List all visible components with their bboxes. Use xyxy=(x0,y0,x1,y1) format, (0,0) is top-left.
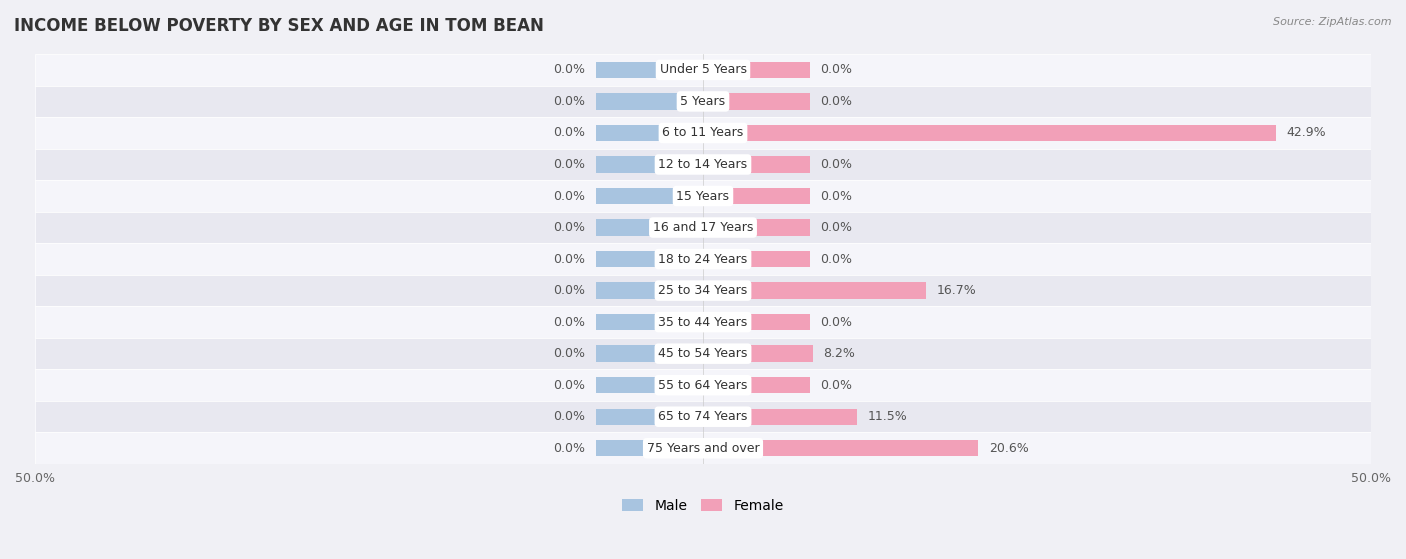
Bar xyxy=(703,440,979,457)
Bar xyxy=(35,338,1371,369)
Bar xyxy=(35,369,1371,401)
Text: Source: ZipAtlas.com: Source: ZipAtlas.com xyxy=(1274,17,1392,27)
Text: 8.2%: 8.2% xyxy=(824,347,855,360)
Bar xyxy=(596,345,703,362)
Text: 0.0%: 0.0% xyxy=(554,253,585,266)
Text: 0.0%: 0.0% xyxy=(554,63,585,77)
Bar xyxy=(703,314,810,330)
Text: INCOME BELOW POVERTY BY SEX AND AGE IN TOM BEAN: INCOME BELOW POVERTY BY SEX AND AGE IN T… xyxy=(14,17,544,35)
Bar xyxy=(35,306,1371,338)
Text: 0.0%: 0.0% xyxy=(554,378,585,392)
Bar xyxy=(596,157,703,173)
Text: 12 to 14 Years: 12 to 14 Years xyxy=(658,158,748,171)
Text: 0.0%: 0.0% xyxy=(554,221,585,234)
Bar xyxy=(596,377,703,394)
Text: 0.0%: 0.0% xyxy=(554,95,585,108)
Bar xyxy=(35,212,1371,243)
Bar xyxy=(596,314,703,330)
Bar xyxy=(596,125,703,141)
Bar xyxy=(703,377,810,394)
Bar xyxy=(703,188,810,204)
Text: 0.0%: 0.0% xyxy=(821,316,852,329)
Text: 0.0%: 0.0% xyxy=(821,253,852,266)
Bar xyxy=(703,93,810,110)
Text: 20.6%: 20.6% xyxy=(988,442,1029,455)
Text: 16.7%: 16.7% xyxy=(936,284,977,297)
Bar xyxy=(703,282,927,299)
Text: 0.0%: 0.0% xyxy=(554,126,585,139)
Text: 65 to 74 Years: 65 to 74 Years xyxy=(658,410,748,423)
Bar xyxy=(596,440,703,457)
Text: 75 Years and over: 75 Years and over xyxy=(647,442,759,455)
Text: 0.0%: 0.0% xyxy=(554,158,585,171)
Bar xyxy=(35,149,1371,180)
Bar xyxy=(35,180,1371,212)
Text: 6 to 11 Years: 6 to 11 Years xyxy=(662,126,744,139)
Text: 55 to 64 Years: 55 to 64 Years xyxy=(658,378,748,392)
Text: 0.0%: 0.0% xyxy=(821,378,852,392)
Legend: Male, Female: Male, Female xyxy=(617,494,789,519)
Bar xyxy=(596,188,703,204)
Text: 18 to 24 Years: 18 to 24 Years xyxy=(658,253,748,266)
Text: 0.0%: 0.0% xyxy=(821,63,852,77)
Text: 45 to 54 Years: 45 to 54 Years xyxy=(658,347,748,360)
Text: 0.0%: 0.0% xyxy=(821,95,852,108)
Text: 25 to 34 Years: 25 to 34 Years xyxy=(658,284,748,297)
Text: 35 to 44 Years: 35 to 44 Years xyxy=(658,316,748,329)
Text: 0.0%: 0.0% xyxy=(554,190,585,202)
Bar xyxy=(35,86,1371,117)
Bar xyxy=(35,117,1371,149)
Bar xyxy=(596,219,703,236)
Bar xyxy=(703,61,810,78)
Bar xyxy=(703,345,813,362)
Text: 5 Years: 5 Years xyxy=(681,95,725,108)
Text: 11.5%: 11.5% xyxy=(868,410,907,423)
Text: 0.0%: 0.0% xyxy=(554,316,585,329)
Text: 16 and 17 Years: 16 and 17 Years xyxy=(652,221,754,234)
Bar xyxy=(703,409,856,425)
Bar xyxy=(703,157,810,173)
Text: 0.0%: 0.0% xyxy=(821,221,852,234)
Text: 0.0%: 0.0% xyxy=(821,190,852,202)
Bar xyxy=(35,54,1371,86)
Text: 42.9%: 42.9% xyxy=(1286,126,1326,139)
Text: 0.0%: 0.0% xyxy=(554,284,585,297)
Bar xyxy=(596,93,703,110)
Bar xyxy=(596,61,703,78)
Bar xyxy=(596,409,703,425)
Text: 15 Years: 15 Years xyxy=(676,190,730,202)
Text: 0.0%: 0.0% xyxy=(554,442,585,455)
Bar xyxy=(703,251,810,267)
Bar xyxy=(35,433,1371,464)
Bar xyxy=(35,275,1371,306)
Bar xyxy=(35,401,1371,433)
Bar xyxy=(703,125,1277,141)
Bar xyxy=(596,282,703,299)
Text: 0.0%: 0.0% xyxy=(554,347,585,360)
Text: 0.0%: 0.0% xyxy=(554,410,585,423)
Text: Under 5 Years: Under 5 Years xyxy=(659,63,747,77)
Bar xyxy=(703,219,810,236)
Bar xyxy=(596,251,703,267)
Bar xyxy=(35,243,1371,275)
Text: 0.0%: 0.0% xyxy=(821,158,852,171)
